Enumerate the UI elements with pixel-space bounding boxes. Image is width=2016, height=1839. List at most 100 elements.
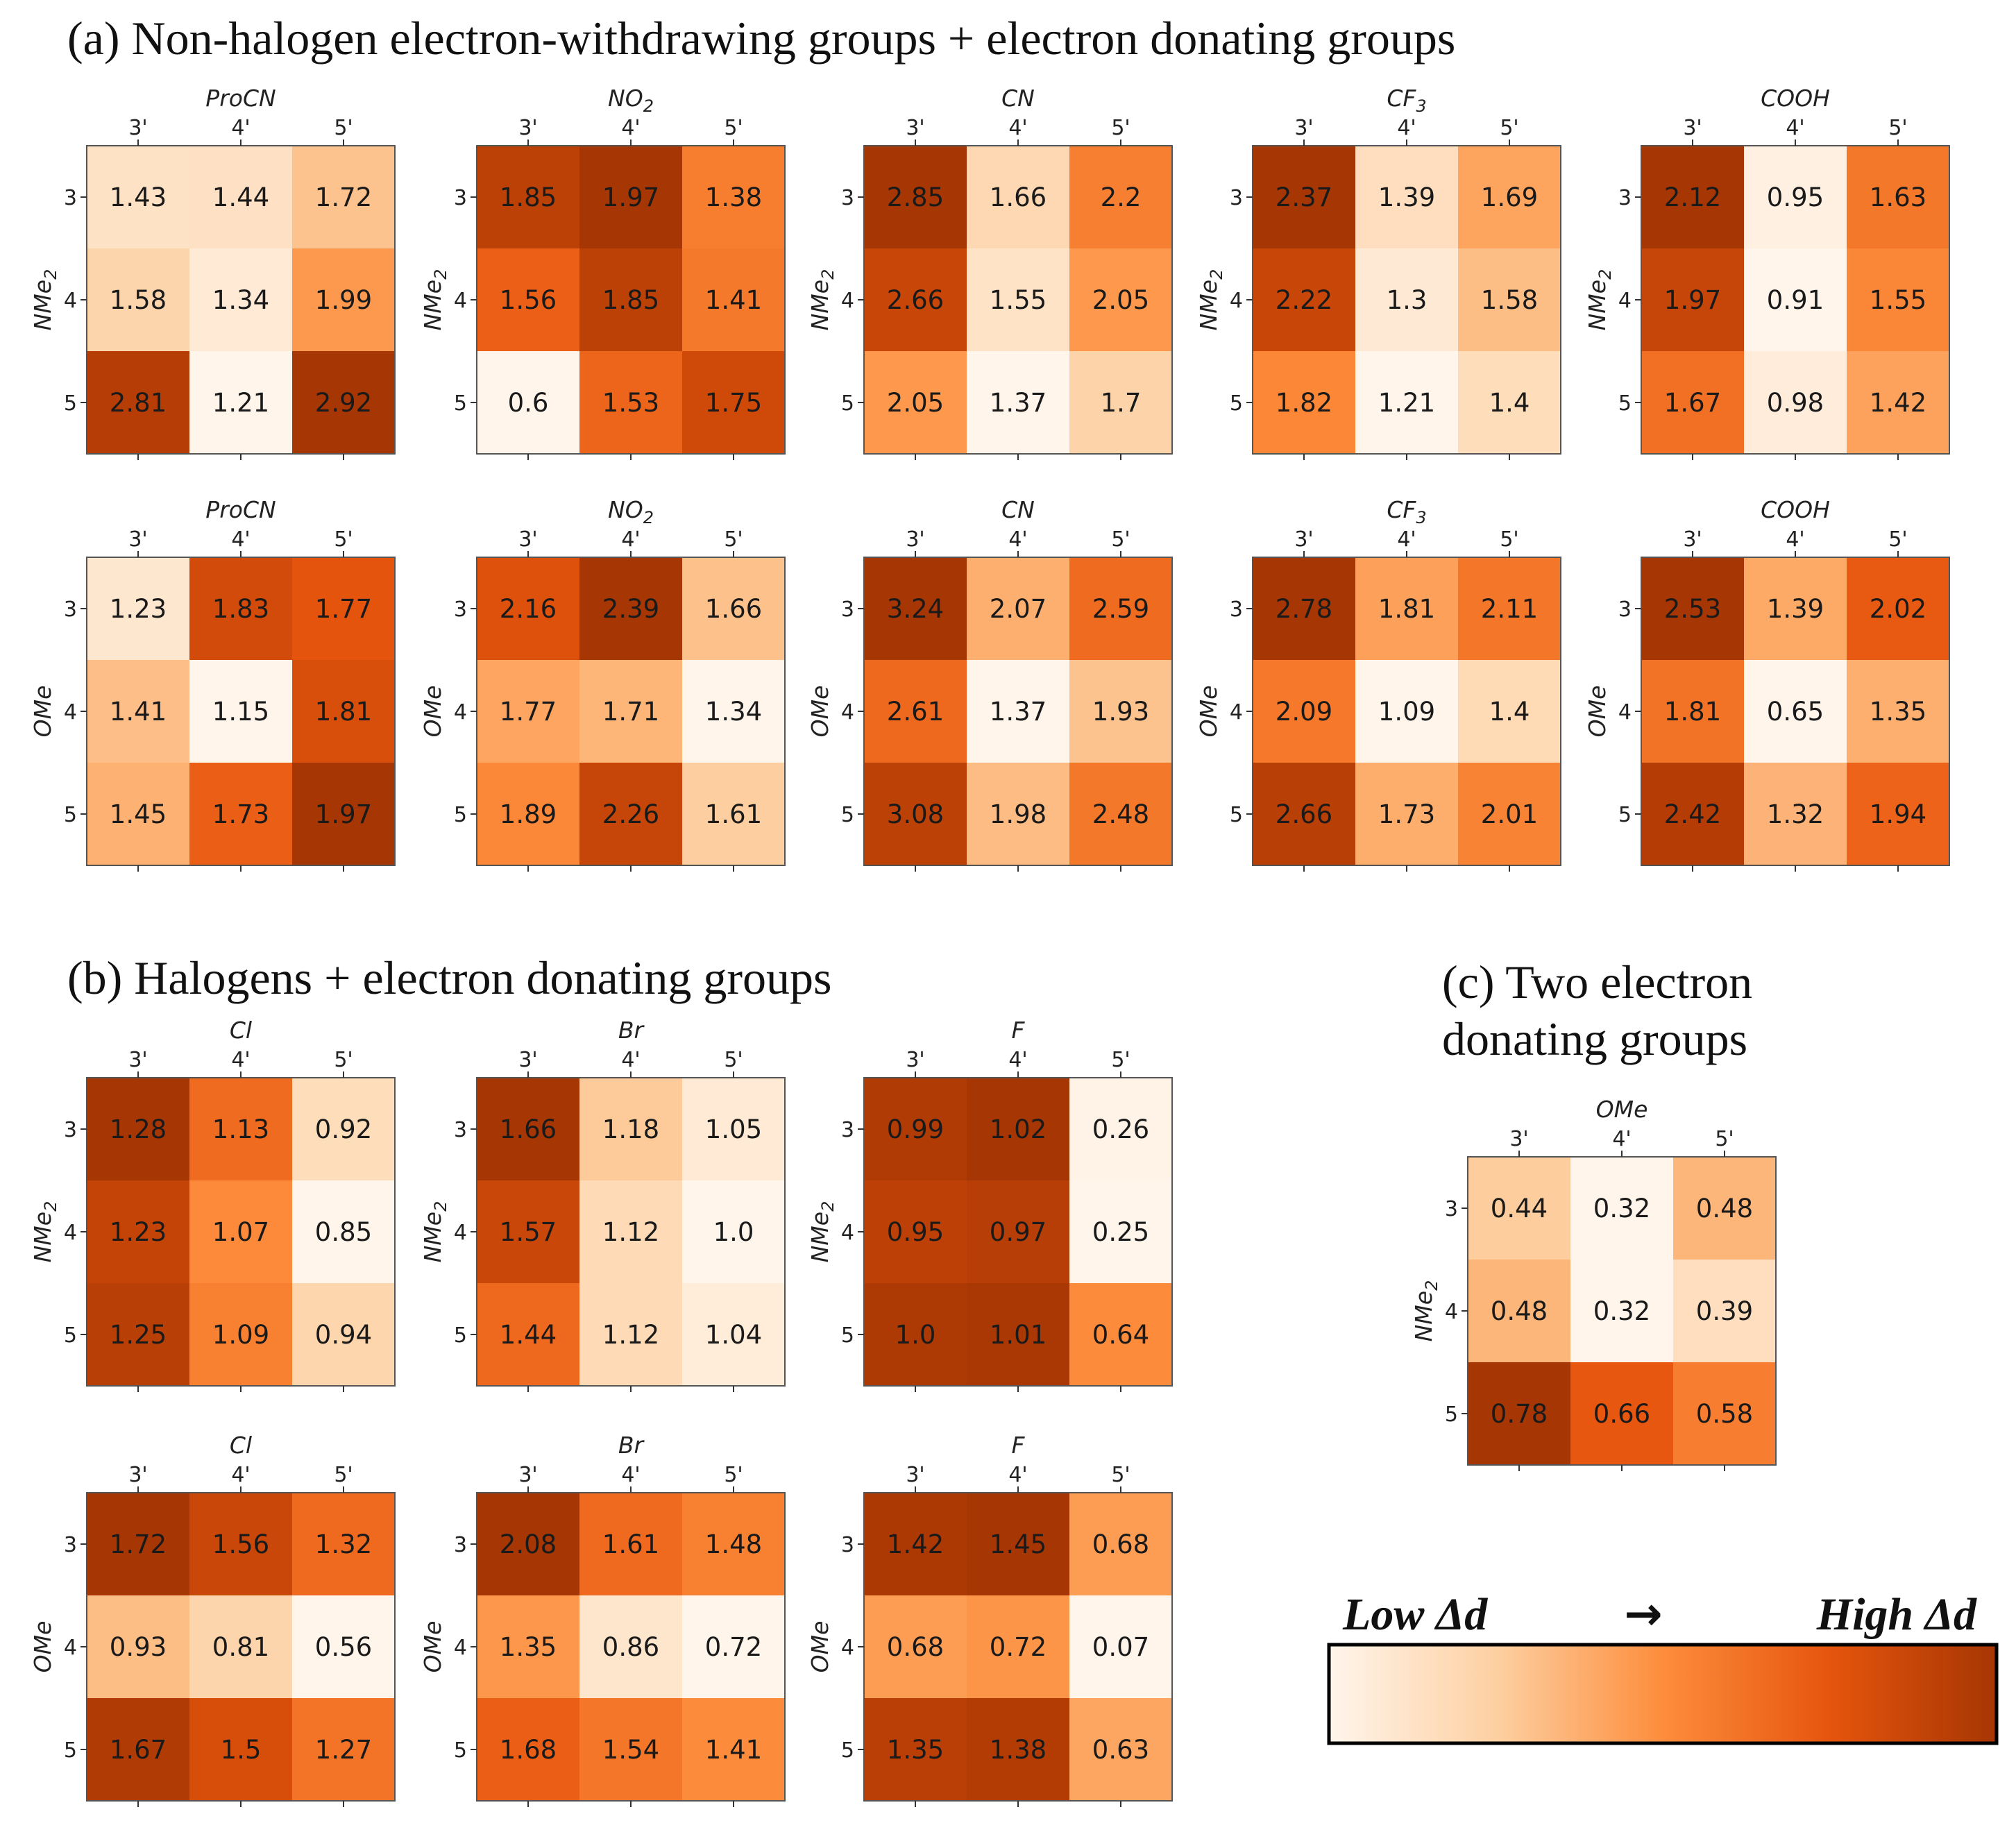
heatmap-cell	[1847, 557, 1949, 660]
heatmap-cell	[292, 146, 395, 248]
x-tick-label: 3'	[906, 1048, 924, 1072]
heatmap-cell	[1468, 1157, 1570, 1260]
panel-title: CN	[1001, 496, 1035, 523]
heatmap-cell	[1069, 1180, 1172, 1283]
cell-value-label: 2.07	[990, 594, 1047, 624]
y-tick-label: 5	[841, 1323, 854, 1348]
heatmap-cell	[477, 1078, 579, 1180]
heatmap-cell	[1744, 763, 1847, 865]
cell-value-label: 1.89	[500, 799, 557, 829]
heatmap-cell	[864, 1078, 967, 1180]
y-axis-label: OMe	[1195, 686, 1222, 738]
cell-value-label: 2.61	[887, 697, 944, 727]
heatmap-cell	[292, 1078, 395, 1180]
heatmap-cell	[864, 1493, 967, 1595]
cell-value-label: 0.32	[1593, 1296, 1650, 1326]
heatmap-a-nme2-no2: 1.85 1.97 1.38 1.56 1.85 1.41 0.6 1.53 1.75 3' 4' 5…	[419, 85, 786, 460]
cell-value-label: 0.26	[1092, 1115, 1149, 1144]
x-tick-label: 3'	[906, 527, 924, 552]
heatmap-cell	[1570, 1362, 1673, 1465]
heatmap-a-ome-cf3: 2.78 1.81 2.11 2.09 1.09 1.4 2.66 1.73 2.01 3' 4' 5…	[1195, 496, 1561, 872]
heatmap-cell	[477, 1698, 579, 1801]
heatmap-cell	[1355, 660, 1458, 763]
y-tick-label: 5	[1618, 391, 1632, 416]
cell-value-label: 1.72	[315, 183, 372, 212]
section-title-b: (b) Halogens + electron donating groups	[67, 951, 832, 1004]
heatmap-cell	[292, 1180, 395, 1283]
y-tick-label: 4	[1618, 289, 1632, 313]
heatmap-cell	[682, 557, 785, 660]
y-tick-label: 4	[64, 1221, 77, 1245]
heatmap-cell	[189, 557, 292, 660]
cell-value-label: 2.66	[887, 285, 944, 315]
heatmap-cell	[864, 351, 967, 454]
heatmap-cell	[87, 1698, 189, 1801]
heatmap-cell	[1673, 1260, 1776, 1362]
x-tick-label: 4'	[231, 1048, 250, 1072]
cell-value-label: 1.25	[110, 1320, 167, 1350]
cell-value-label: 1.94	[1870, 799, 1926, 829]
cell-value-label: 1.35	[1870, 697, 1926, 727]
x-tick-label: 5'	[334, 1048, 353, 1072]
y-tick-label: 4	[454, 289, 467, 313]
cell-value-label: 2.53	[1664, 594, 1721, 624]
heatmap-cell	[189, 763, 292, 865]
y-tick-label: 4	[841, 1636, 854, 1660]
heatmap-a-nme2-cn: 2.85 1.66 2.2 2.66 1.55 2.05 2.05 1.37 1.7 3' 4' 5'…	[806, 85, 1173, 460]
cell-value-label: 1.55	[990, 285, 1047, 315]
cell-value-label: 1.38	[990, 1735, 1047, 1765]
panel-title: Br	[618, 1432, 645, 1459]
heatmap-a-nme2-cf3: 2.37 1.39 1.69 2.22 1.3 1.58 1.82 1.21 1.4 3' 4' 5'…	[1195, 85, 1561, 460]
x-tick-label: 5'	[1500, 116, 1518, 140]
panel-title: OMe	[1596, 1096, 1648, 1123]
heatmap-cell	[1641, 763, 1744, 865]
cell-value-label: 1.61	[705, 799, 762, 829]
heatmap-b-ome-f: 1.42 1.45 0.68 0.68 0.72 0.07 1.35 1.38 0.63 3' 4'…	[806, 1432, 1173, 1807]
cell-value-label: 1.41	[110, 697, 167, 727]
y-tick-label: 3	[1445, 1197, 1458, 1221]
y-tick-label: 4	[64, 1636, 77, 1660]
cell-value-label: 2.59	[1092, 594, 1149, 624]
heatmap-cell	[189, 1595, 292, 1698]
y-tick-label: 4	[454, 700, 467, 724]
y-tick-label: 3	[841, 1118, 854, 1142]
cell-value-label: 0.95	[887, 1217, 944, 1247]
y-tick-label: 5	[454, 803, 467, 827]
x-tick-label: 3'	[1683, 116, 1702, 140]
heatmap-cell	[1355, 146, 1458, 248]
y-tick-label: 5	[1230, 391, 1243, 416]
heatmap-c-nme2-ome: 0.44 0.32 0.48 0.48 0.32 0.39 0.78 0.66 0.58 3' 4'…	[1410, 1096, 1777, 1471]
cell-value-label: 1.3	[1387, 285, 1428, 315]
cell-value-label: 1.63	[1870, 183, 1926, 212]
cell-value-label: 1.56	[212, 1529, 269, 1559]
cell-value-label: 1.77	[315, 594, 372, 624]
cell-value-label: 1.69	[1481, 183, 1538, 212]
heatmap-cell	[292, 1283, 395, 1386]
x-tick-label: 5'	[1111, 1463, 1130, 1487]
heatmap-cell	[1744, 351, 1847, 454]
cell-value-label: 1.75	[705, 388, 762, 418]
x-tick-label: 5'	[1715, 1127, 1734, 1151]
x-tick-label: 3'	[128, 527, 147, 552]
cell-value-label: 1.73	[1378, 799, 1435, 829]
x-tick-label: 5'	[1888, 527, 1907, 552]
heatmap-cell	[1355, 763, 1458, 865]
cell-value-label: 2.08	[500, 1529, 557, 1559]
heatmap-cell	[967, 146, 1069, 248]
heatmap-cell	[579, 1180, 682, 1283]
heatmap-b-nme2-br: 1.66 1.18 1.05 1.57 1.12 1.0 1.44 1.12 1.04 3' 4' 5…	[419, 1017, 786, 1392]
heatmap-cell	[292, 1698, 395, 1801]
y-axis-label: NMe2	[29, 1201, 60, 1263]
heatmap-cell	[87, 763, 189, 865]
cell-value-label: 1.66	[500, 1115, 557, 1144]
heatmap-cell	[579, 660, 682, 763]
y-tick-label: 4	[1230, 289, 1243, 313]
cell-value-label: 2.16	[500, 594, 557, 624]
y-axis-label: OMe	[419, 1621, 446, 1673]
heatmap-cell	[1570, 1157, 1673, 1260]
x-tick-label: 3'	[518, 1048, 537, 1072]
cell-value-label: 0.98	[1767, 388, 1824, 418]
y-tick-label: 3	[64, 1118, 77, 1142]
heatmap-cell	[477, 1283, 579, 1386]
heatmap-cell	[477, 1595, 579, 1698]
